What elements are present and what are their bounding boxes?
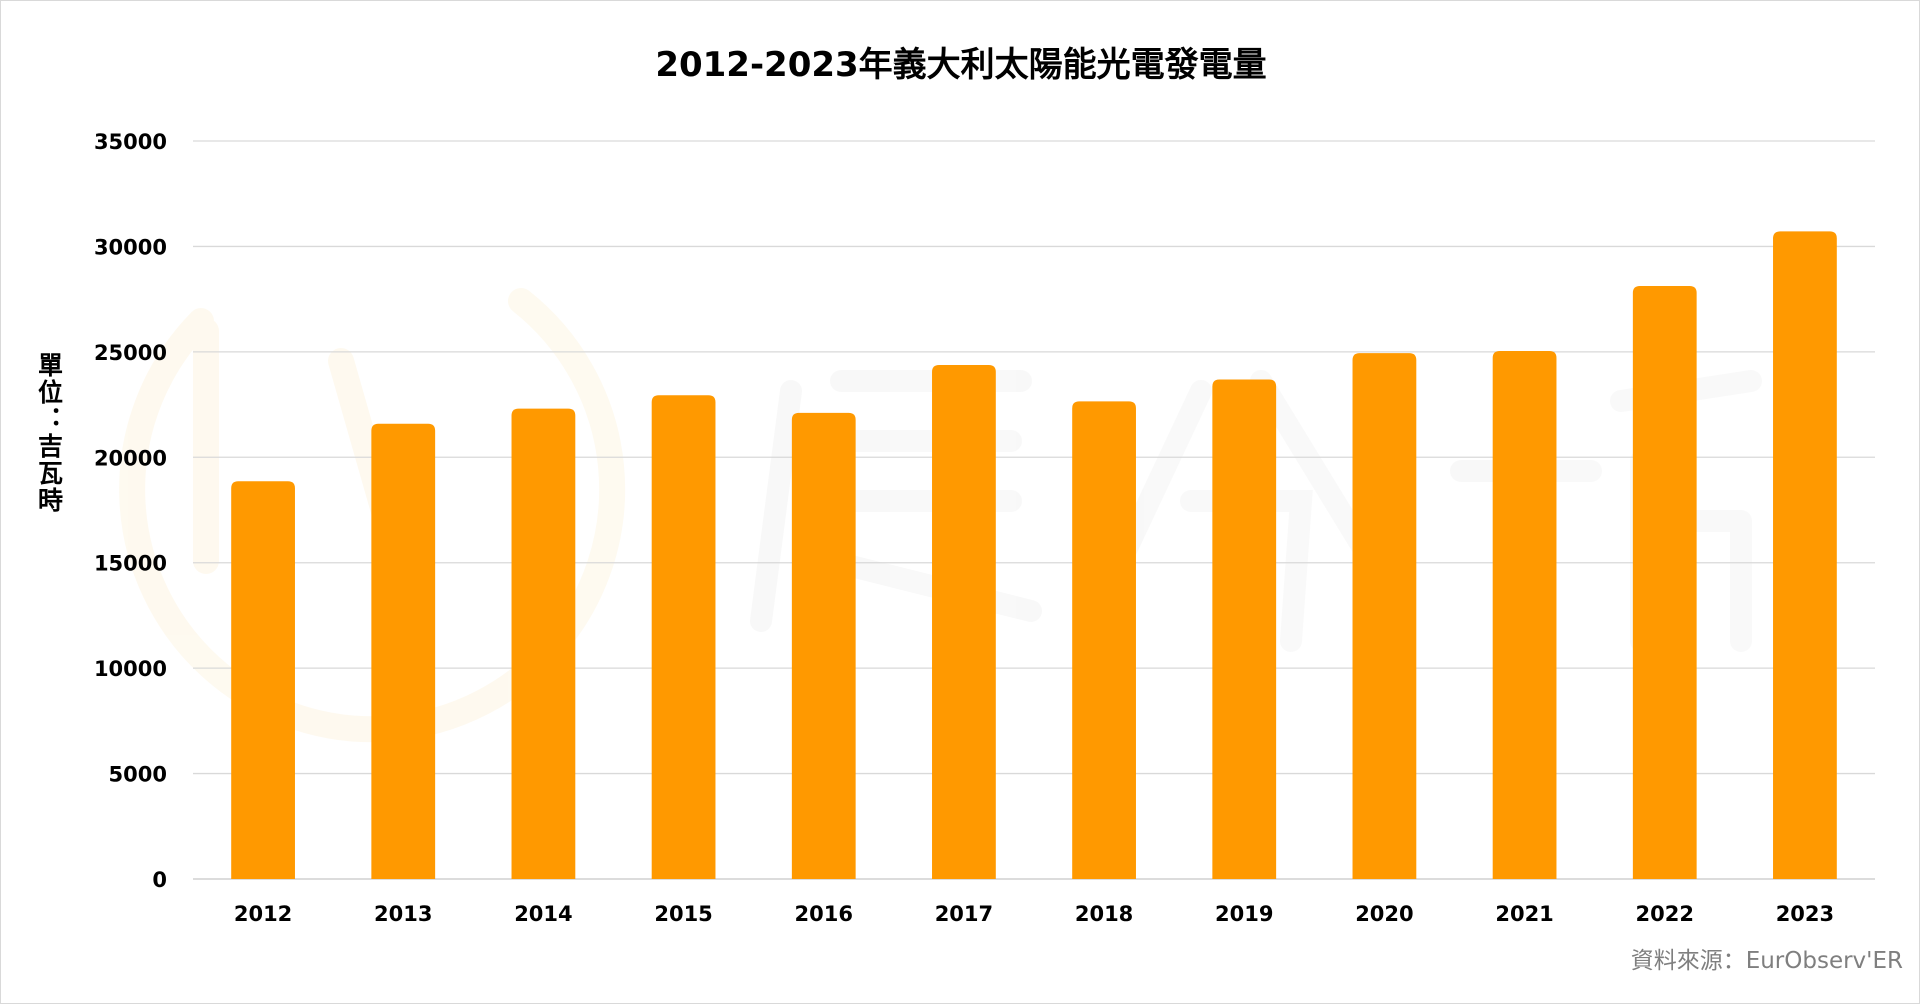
x-tick-label: 2019: [1215, 902, 1273, 926]
x-tick-label: 2021: [1495, 902, 1553, 926]
bar-2023: [1773, 231, 1837, 879]
y-tick-label: 30000: [94, 235, 167, 259]
bar-2013: [371, 423, 436, 879]
gridlines: [193, 140, 1875, 880]
bars: [231, 231, 1837, 880]
bar-2021: [1492, 351, 1557, 879]
y-axis-ticks: 0 5000 10000 15000 20000 25000 30000 35000: [94, 130, 167, 892]
chart-title: 2012-2023年義大利太陽能光電發電量: [655, 45, 1266, 85]
x-tick-label: 2012: [234, 902, 292, 926]
bar-2019: [1212, 379, 1277, 879]
x-tick-label: 2020: [1355, 902, 1413, 926]
x-tick-label: 2023: [1776, 902, 1834, 926]
x-tick-label: 2015: [654, 902, 712, 926]
x-tick-label: 2017: [935, 902, 993, 926]
bar-2014: [511, 408, 576, 879]
bar-2017: [932, 364, 996, 880]
x-tick-label: 2014: [514, 902, 572, 926]
y-tick-label: 10000: [94, 657, 167, 681]
x-tick-label: 2016: [795, 902, 853, 926]
y-tick-label: 15000: [94, 552, 167, 576]
bar-2022: [1632, 286, 1697, 880]
x-axis-ticks: 2012 2013 2014 2015 2016 2017 2018 2019 2020 2021…: [234, 902, 1834, 926]
y-tick-label: 0: [152, 868, 167, 892]
bar-2018: [1072, 401, 1136, 879]
bar-2016: [791, 412, 856, 879]
y-tick-label: 35000: [94, 130, 167, 154]
x-tick-label: 2013: [374, 902, 432, 926]
y-tick-label: 20000: [94, 446, 167, 470]
y-axis-title: 單位：吉瓦時: [35, 352, 64, 514]
x-tick-label: 2022: [1636, 902, 1694, 926]
bar-2015: [651, 395, 716, 879]
y-tick-label: 5000: [109, 763, 167, 787]
source-note: 資料來源：EurObserv'ER: [1631, 948, 1903, 974]
y-tick-label: 25000: [94, 341, 167, 365]
bar-2020: [1352, 353, 1417, 880]
bar-2012: [231, 481, 295, 879]
x-tick-label: 2018: [1075, 902, 1133, 926]
